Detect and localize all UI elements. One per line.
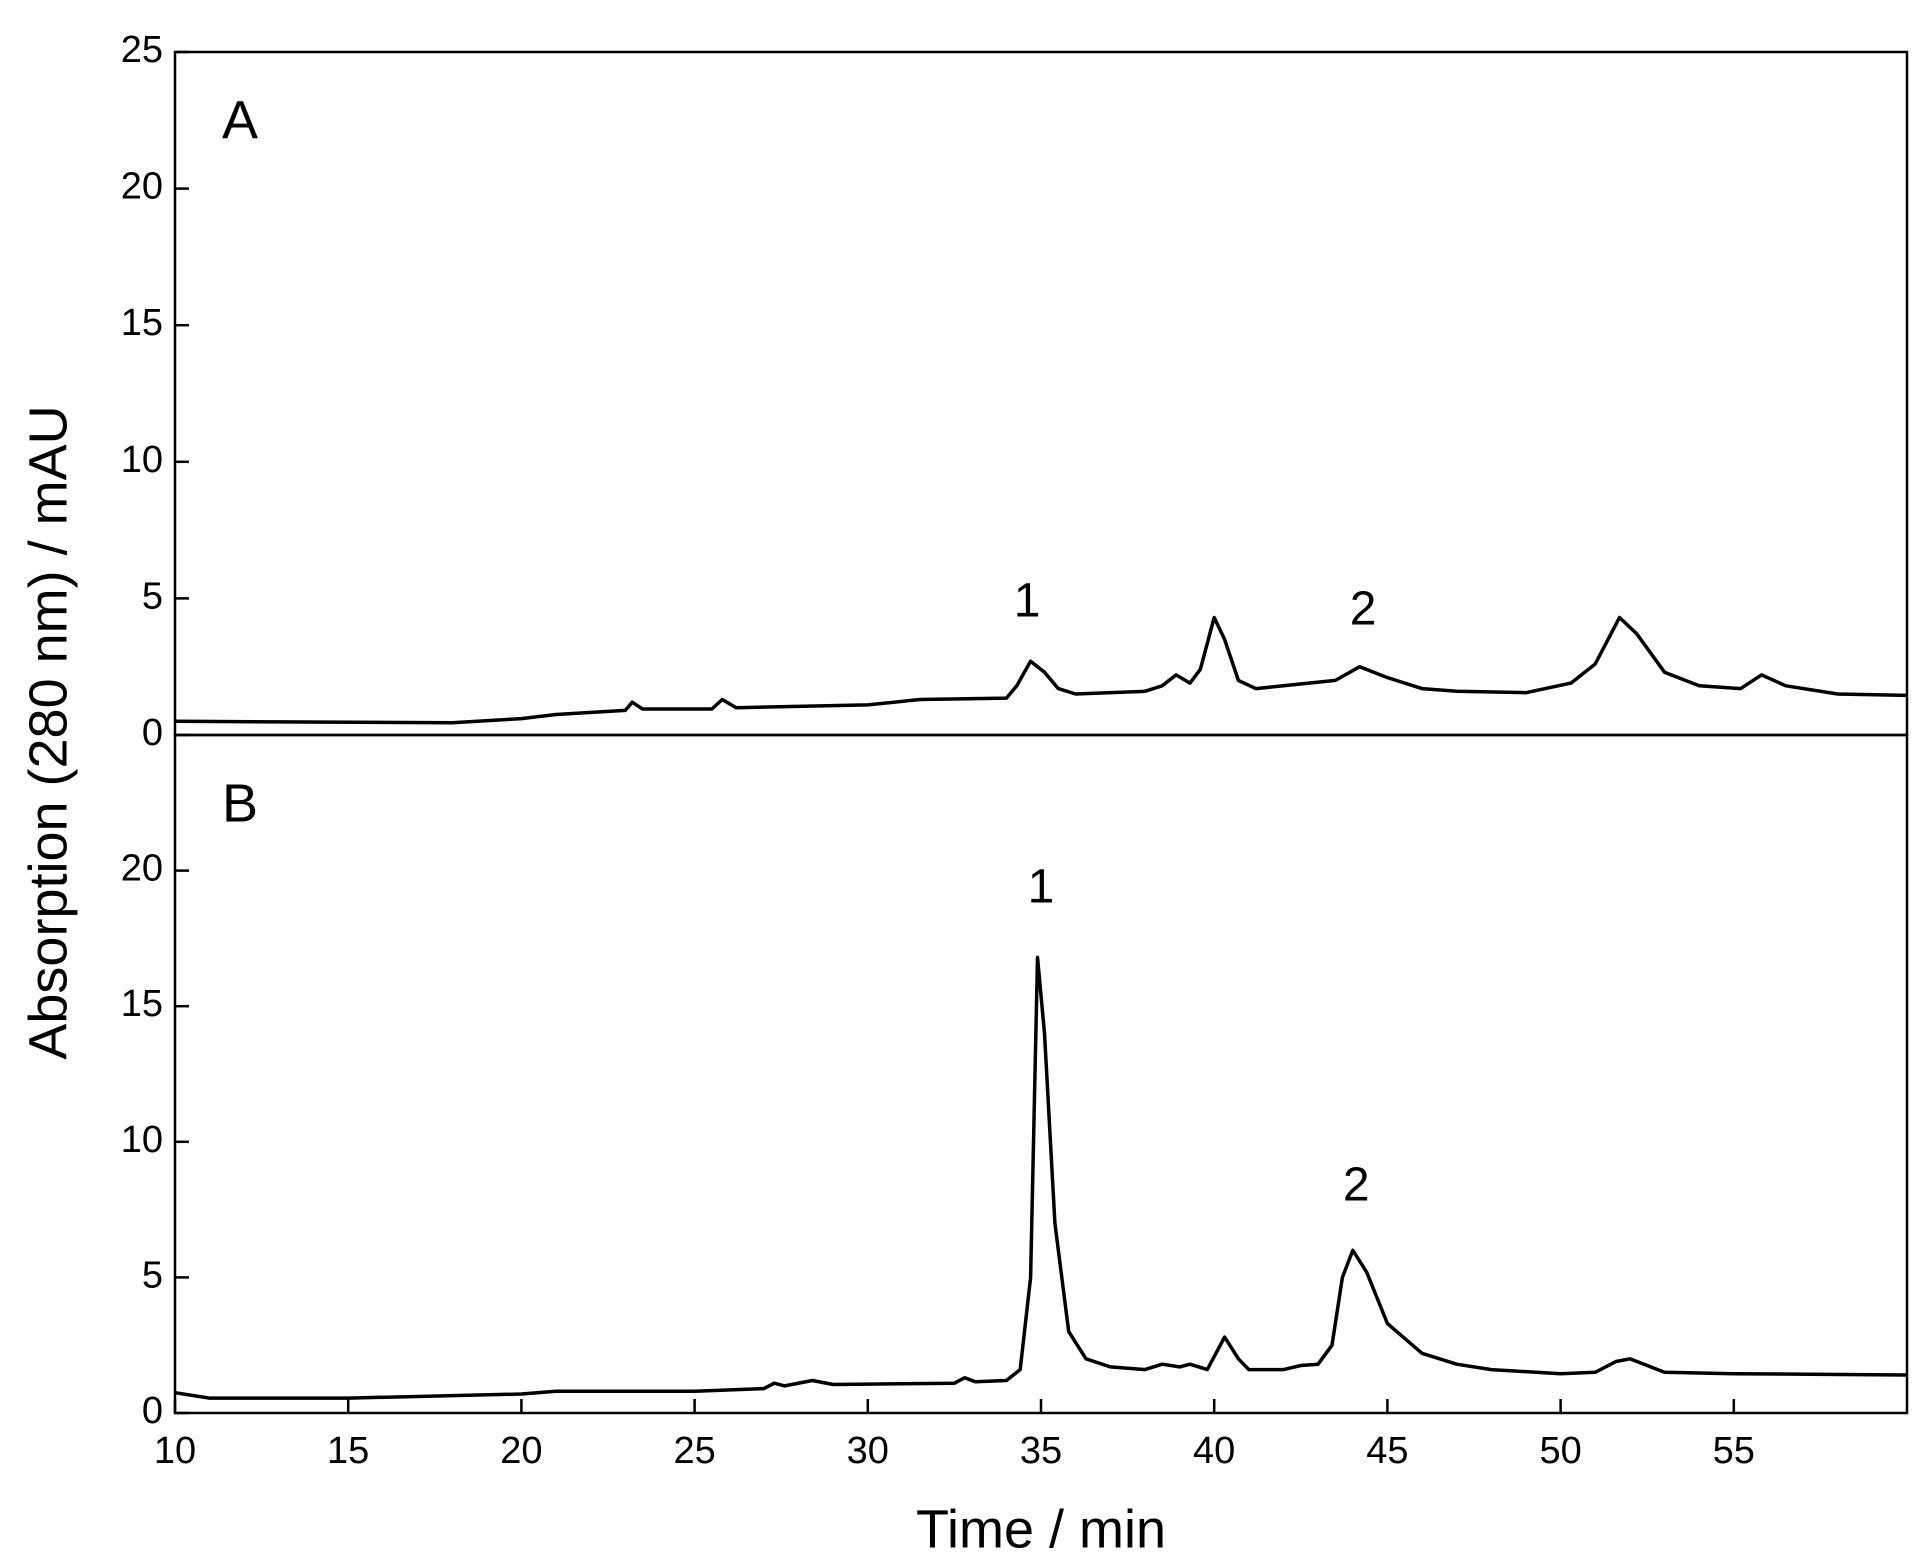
panel-label: A bbox=[222, 90, 258, 150]
y-tick-label: 25 bbox=[121, 29, 163, 71]
x-tick-label: 40 bbox=[1193, 1430, 1235, 1472]
trace bbox=[174, 615, 1908, 725]
peak-label: 1 bbox=[1028, 860, 1055, 913]
y-tick-label: 10 bbox=[121, 439, 163, 481]
plot-frame bbox=[173, 50, 1909, 737]
plot-frame bbox=[173, 733, 1909, 1415]
trace bbox=[174, 955, 1908, 1400]
x-tick-label: 30 bbox=[847, 1430, 889, 1472]
y-tick-label: 0 bbox=[142, 712, 163, 754]
x-tick-label: 55 bbox=[1713, 1430, 1755, 1472]
y-tick-label: 15 bbox=[121, 983, 163, 1025]
y-tick-label: 5 bbox=[142, 1254, 163, 1296]
x-tick-label: 25 bbox=[673, 1430, 715, 1472]
y-tick-label: 5 bbox=[142, 575, 163, 617]
y-tick-label: 0 bbox=[142, 1390, 163, 1432]
y-tick-label: 10 bbox=[121, 1119, 163, 1161]
x-tick-label: 50 bbox=[1539, 1430, 1581, 1472]
panel-label: B bbox=[222, 773, 258, 833]
peak-label: 2 bbox=[1350, 583, 1377, 636]
y-axis-title: Absorption (280 nm) / mAU bbox=[18, 405, 78, 1059]
x-tick-label: 20 bbox=[500, 1430, 542, 1472]
x-tick-label: 35 bbox=[1020, 1430, 1062, 1472]
x-tick-label: 10 bbox=[154, 1430, 196, 1472]
y-tick-label: 15 bbox=[121, 302, 163, 344]
x-axis-title: Time / min bbox=[916, 1499, 1166, 1559]
y-tick-label: 20 bbox=[121, 848, 163, 890]
peak-label: 1 bbox=[1014, 575, 1041, 628]
x-tick-label: 45 bbox=[1366, 1430, 1408, 1472]
y-tick-label: 20 bbox=[121, 166, 163, 208]
peak-label: 2 bbox=[1343, 1159, 1370, 1212]
x-tick-label: 15 bbox=[327, 1430, 369, 1472]
